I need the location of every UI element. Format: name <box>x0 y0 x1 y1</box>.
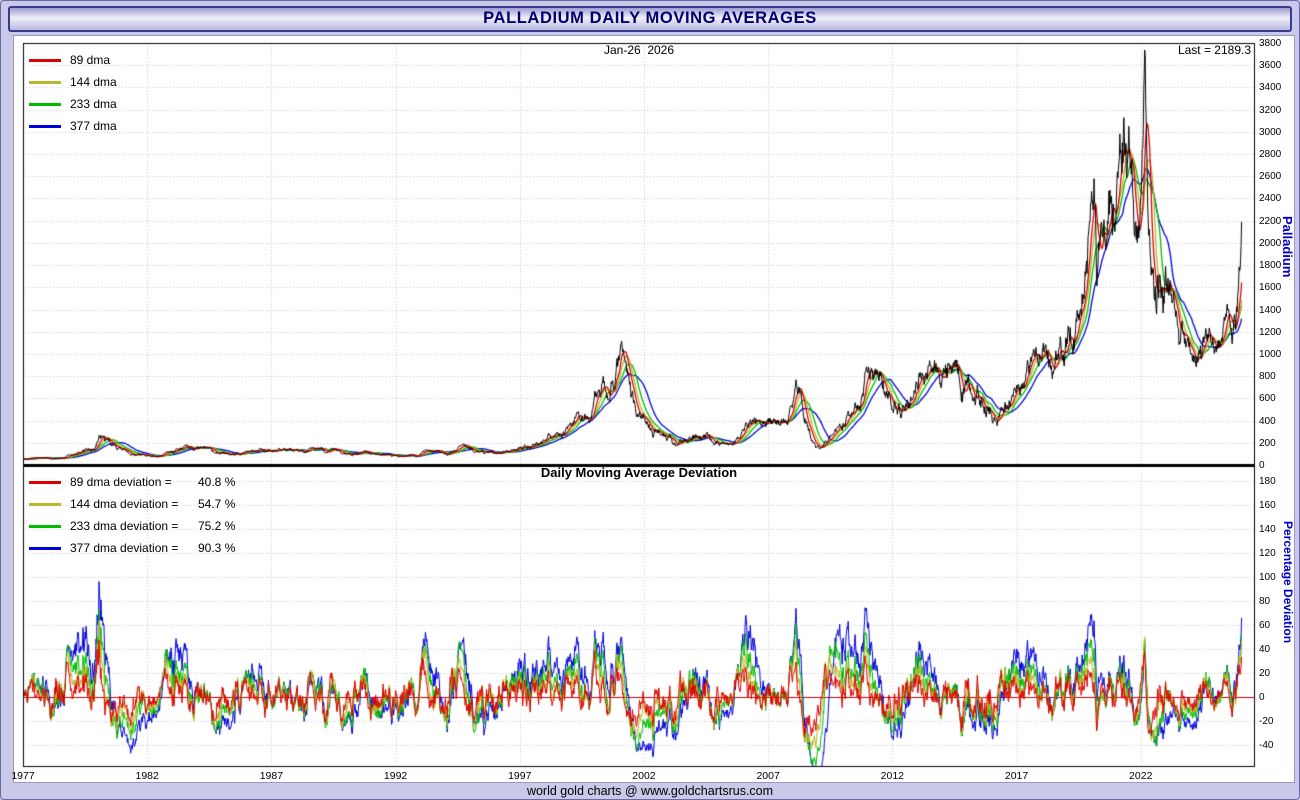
legend-label: 233 dma <box>70 97 117 111</box>
x-axis-tick-label: 2002 <box>632 770 656 782</box>
y-axis-tick-label: 1800 <box>1259 260 1282 272</box>
legend-item: 144 dma deviation = 54.7 % <box>29 493 235 515</box>
y-axis-tick-label: 100 <box>1259 572 1276 583</box>
y-axis-tick-label: 200 <box>1259 437 1276 449</box>
y-axis-tick-label: 3400 <box>1259 82 1282 94</box>
legend-value: 90.3 % <box>198 541 236 555</box>
x-axis-tick-label: 2012 <box>880 770 905 782</box>
y-axis-tick-label: 2000 <box>1259 237 1282 249</box>
legend-label: 144 dma deviation = <box>70 497 179 511</box>
legend-swatch-144dma <box>29 80 61 84</box>
legend-item: 233 dma <box>29 93 117 115</box>
legend-value: 40.8 % <box>198 475 236 489</box>
title-bar: PALLADIUM DAILY MOVING AVERAGES <box>8 6 1292 32</box>
legend-label: 233 dma deviation = <box>70 519 179 533</box>
y-axis-tick-label: 3200 <box>1259 104 1282 116</box>
x-axis-tick-label: 1977 <box>11 770 35 782</box>
y-axis-tick-label: 0 <box>1259 460 1265 471</box>
legend-item: 377 dma deviation = 90.3 % <box>29 537 235 559</box>
legend-label: 377 dma <box>70 119 117 133</box>
x-axis-tick-label: 2022 <box>1129 770 1153 782</box>
y-axis-tick-label: 2800 <box>1259 149 1282 161</box>
y-axis-tick-label: 0 <box>1259 692 1265 703</box>
legend-swatch-89dma <box>29 58 61 62</box>
x-axis-tick-label: 1992 <box>383 770 408 782</box>
legend-swatch-233dma <box>29 102 61 106</box>
last-value-label: Last = 2189.3 <box>1177 43 1251 57</box>
y-axis-tick-label: 1600 <box>1259 282 1282 294</box>
legend-swatch-144dma-dev <box>29 502 61 506</box>
legend-label: 377 dma deviation = <box>70 541 179 555</box>
legend-label: 89 dma deviation = <box>70 475 172 489</box>
y-axis-tick-label: 1400 <box>1259 304 1282 316</box>
y-axis-tick-label: -40 <box>1259 740 1274 751</box>
y-axis-tick-label: 60 <box>1259 620 1271 631</box>
legend-item: 144 dma <box>29 71 117 93</box>
y-axis-tick-label: 180 <box>1259 476 1276 487</box>
legend-swatch-377dma-dev <box>29 546 61 550</box>
date-label: Jan-26 2026 <box>603 43 675 57</box>
legend-label: 144 dma <box>70 75 117 89</box>
y-axis-tick-label: 2200 <box>1259 215 1282 227</box>
legend-item: 233 dma deviation = 75.2 % <box>29 515 235 537</box>
y-axis-tick-label: 2400 <box>1259 193 1282 205</box>
y-axis-tick-label: 1000 <box>1259 348 1282 360</box>
legend-swatch-233dma-dev <box>29 524 61 528</box>
y-axis-tick-label: 3800 <box>1259 38 1282 49</box>
price-axis-label: Palladium <box>1280 216 1295 278</box>
legend-value: 54.7 % <box>198 497 236 511</box>
y-axis-tick-label: 40 <box>1259 644 1271 655</box>
legend-value: 75.2 % <box>198 519 236 533</box>
y-axis-tick-label: 20 <box>1259 668 1271 679</box>
y-axis-tick-label: 3000 <box>1259 126 1282 138</box>
legend-swatch-89dma-dev <box>29 480 61 484</box>
legend-swatch-377dma <box>29 124 61 128</box>
page-title: PALLADIUM DAILY MOVING AVERAGES <box>483 9 817 27</box>
x-axis-tick-label: 2007 <box>756 770 780 782</box>
x-axis-tick-label: 2017 <box>1004 770 1029 782</box>
y-axis-tick-label: 2600 <box>1259 171 1282 183</box>
y-axis-tick-label: 80 <box>1259 596 1271 607</box>
y-axis-tick-label: 800 <box>1259 371 1276 383</box>
y-axis-tick-label: 160 <box>1259 500 1276 511</box>
y-axis-tick-label: 3600 <box>1259 60 1282 72</box>
legend-item: 89 dma deviation = 40.8 % <box>29 471 235 493</box>
y-axis-tick-label: 600 <box>1259 393 1276 405</box>
x-axis-tick-label: 1982 <box>135 770 159 782</box>
deviation-axis-label: Percentage Deviation <box>1281 521 1295 644</box>
y-axis-tick-label: 1200 <box>1259 326 1282 338</box>
y-axis-tick-label: 400 <box>1259 415 1276 427</box>
deviation-legend: 89 dma deviation = 40.8 % 144 dma deviat… <box>29 471 235 559</box>
y-axis-tick-label: 140 <box>1259 524 1276 535</box>
x-axis-tick-label: 1997 <box>508 770 532 782</box>
price-legend: 89 dma 144 dma 233 dma 377 dma <box>29 49 117 137</box>
footer-credit: world gold charts @ www.goldchartsrus.co… <box>526 784 774 798</box>
legend-item: 89 dma <box>29 49 117 71</box>
y-axis-tick-label: 120 <box>1259 548 1276 559</box>
legend-item: 377 dma <box>29 115 117 137</box>
x-axis-tick-label: 1987 <box>259 770 284 782</box>
legend-label: 89 dma <box>70 53 111 67</box>
y-axis-tick-label: -20 <box>1259 716 1274 727</box>
deviation-panel-title: Daily Moving Average Deviation <box>540 465 738 480</box>
